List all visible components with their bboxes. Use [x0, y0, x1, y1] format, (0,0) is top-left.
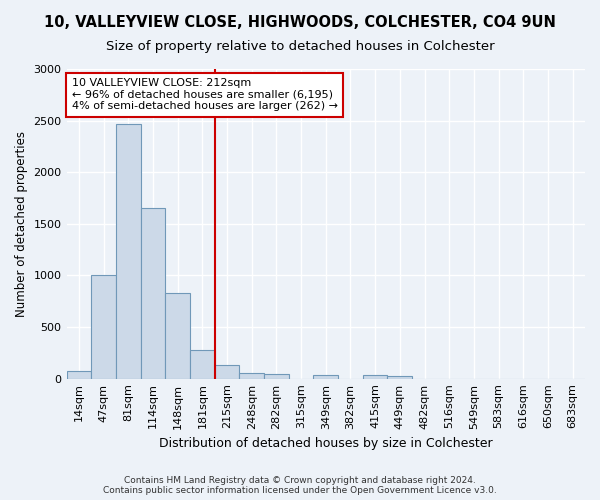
Bar	[116, 124, 140, 378]
Text: Contains HM Land Registry data © Crown copyright and database right 2024.
Contai: Contains HM Land Registry data © Crown c…	[103, 476, 497, 495]
Bar	[215, 366, 239, 378]
Bar	[190, 350, 215, 378]
Bar	[388, 376, 412, 378]
Bar	[313, 374, 338, 378]
Text: Size of property relative to detached houses in Colchester: Size of property relative to detached ho…	[106, 40, 494, 53]
Bar	[239, 373, 264, 378]
Y-axis label: Number of detached properties: Number of detached properties	[15, 131, 28, 317]
Bar	[264, 374, 289, 378]
Bar	[363, 374, 388, 378]
Bar	[91, 276, 116, 378]
X-axis label: Distribution of detached houses by size in Colchester: Distribution of detached houses by size …	[159, 437, 493, 450]
Bar	[165, 293, 190, 378]
Bar	[140, 208, 165, 378]
Text: 10, VALLEYVIEW CLOSE, HIGHWOODS, COLCHESTER, CO4 9UN: 10, VALLEYVIEW CLOSE, HIGHWOODS, COLCHES…	[44, 15, 556, 30]
Bar	[67, 371, 91, 378]
Text: 10 VALLEYVIEW CLOSE: 212sqm
← 96% of detached houses are smaller (6,195)
4% of s: 10 VALLEYVIEW CLOSE: 212sqm ← 96% of det…	[72, 78, 338, 112]
